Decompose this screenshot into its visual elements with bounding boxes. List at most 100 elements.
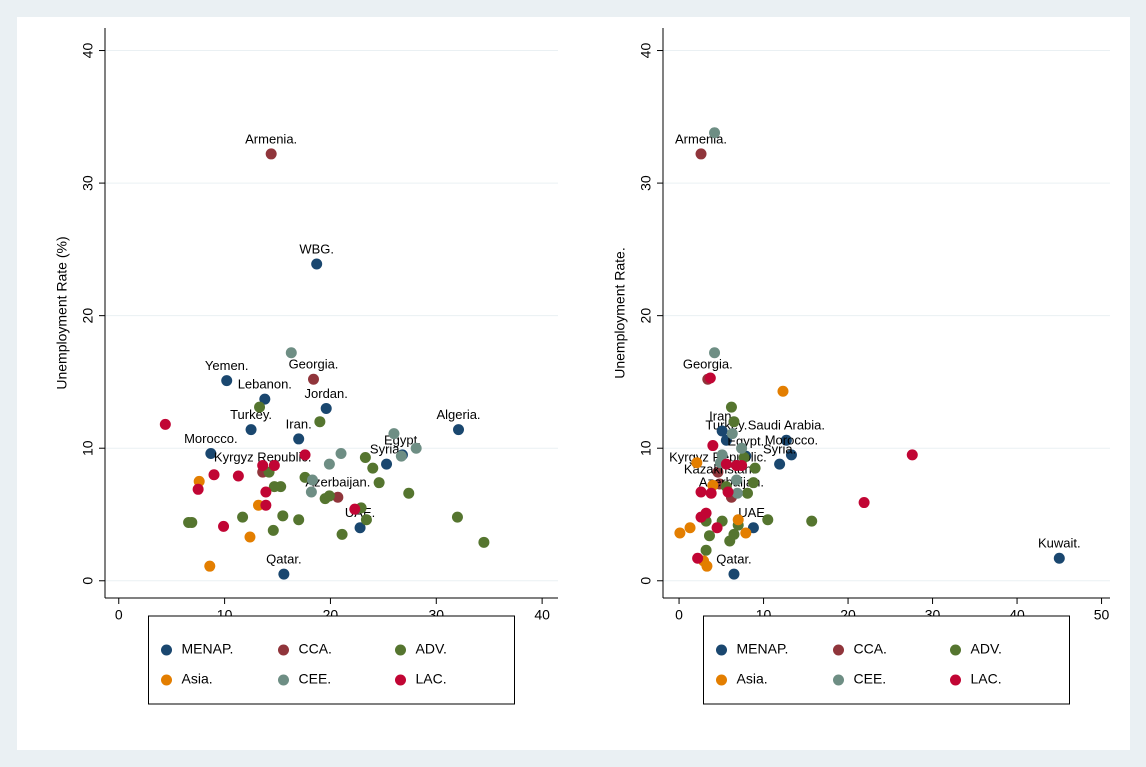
- point: [726, 428, 738, 440]
- point: [720, 458, 732, 470]
- point: [774, 458, 786, 470]
- legend-label: ADV.: [416, 641, 447, 657]
- legend-label: Asia.: [182, 671, 213, 687]
- point: [451, 511, 463, 523]
- point: [192, 483, 204, 495]
- point-label: Morocco.: [765, 432, 818, 447]
- point: [308, 373, 320, 385]
- point: [410, 442, 422, 454]
- point: [354, 522, 366, 534]
- point-label: Qatar.: [266, 552, 301, 567]
- legend-marker: [395, 674, 406, 686]
- point: [237, 511, 249, 523]
- point: [731, 487, 743, 499]
- point: [335, 448, 347, 460]
- point-label: UAE.: [738, 505, 768, 520]
- y-tick-label: 30: [638, 175, 654, 191]
- point: [306, 474, 318, 486]
- legend-marker: [716, 674, 727, 686]
- point: [311, 258, 323, 270]
- x-tick-label: 0: [675, 607, 683, 623]
- point: [267, 524, 279, 536]
- legend-box: [703, 615, 1070, 705]
- point: [691, 457, 703, 469]
- point: [707, 440, 719, 452]
- legend-marker: [395, 644, 406, 656]
- legend-label: CEE.: [854, 671, 887, 687]
- point: [232, 470, 244, 482]
- point: [277, 510, 289, 522]
- point: [336, 528, 348, 540]
- legend-label: MENAP.: [182, 641, 234, 657]
- point: [1053, 552, 1065, 564]
- point: [747, 477, 759, 489]
- point: [395, 450, 407, 462]
- point: [725, 401, 737, 413]
- point: [293, 433, 305, 445]
- legend-marker: [278, 644, 289, 656]
- point-label: Yemen.: [205, 358, 249, 373]
- point: [728, 568, 740, 580]
- legend-marker: [716, 644, 727, 656]
- point: [159, 418, 171, 430]
- legend-marker: [833, 644, 844, 656]
- x-tick-label: 0: [115, 607, 123, 623]
- point: [373, 477, 385, 489]
- point: [260, 486, 272, 498]
- point: [268, 459, 280, 471]
- point: [244, 531, 256, 543]
- y-tick-label: 10: [80, 440, 96, 456]
- point-label: Saudi Arabia.: [748, 418, 825, 433]
- point: [285, 347, 297, 359]
- point-label: Kyrgyz Republic.: [214, 450, 312, 465]
- point: [349, 503, 361, 515]
- point: [320, 402, 332, 414]
- point: [323, 458, 335, 470]
- y-tick-label: 40: [80, 43, 96, 59]
- point: [780, 434, 792, 446]
- point: [314, 416, 326, 428]
- legend-marker: [950, 674, 961, 686]
- y-tick-label: 20: [638, 308, 654, 324]
- point-label: Jordan.: [305, 386, 348, 401]
- point: [381, 458, 393, 470]
- point: [858, 497, 870, 509]
- point: [777, 385, 789, 397]
- point: [716, 425, 728, 437]
- point-label: Lebanon.: [238, 377, 292, 392]
- legend-label: MENAP.: [737, 641, 789, 657]
- point-label: Armenia.: [245, 131, 297, 146]
- point-label: Syria.: [763, 442, 796, 457]
- point: [700, 507, 712, 519]
- point-label: Turkey.: [230, 407, 272, 422]
- point-label: Iran.: [709, 408, 735, 423]
- point: [785, 449, 797, 461]
- point-label: WBG.: [299, 241, 334, 256]
- point: [332, 491, 344, 503]
- legend-marker: [833, 674, 844, 686]
- point: [257, 459, 269, 471]
- point: [360, 514, 372, 526]
- y-tick-label: 0: [638, 577, 654, 585]
- point: [299, 449, 311, 461]
- legend-label: ADV.: [971, 641, 1002, 657]
- point: [906, 449, 918, 461]
- legend-marker: [161, 644, 172, 656]
- point: [749, 462, 761, 474]
- point: [762, 514, 774, 526]
- point: [293, 514, 305, 526]
- legend-marker: [161, 674, 172, 686]
- legend-box: [148, 615, 515, 705]
- point: [684, 522, 696, 534]
- point: [705, 487, 717, 499]
- y-tick-label: 40: [638, 43, 654, 59]
- point-label: Egypt.: [727, 434, 764, 449]
- point: [388, 428, 400, 440]
- point: [674, 527, 686, 539]
- point: [731, 474, 743, 486]
- point: [278, 568, 290, 580]
- point-label: Qatar.: [716, 552, 751, 567]
- x-tick-label: 40: [534, 607, 550, 623]
